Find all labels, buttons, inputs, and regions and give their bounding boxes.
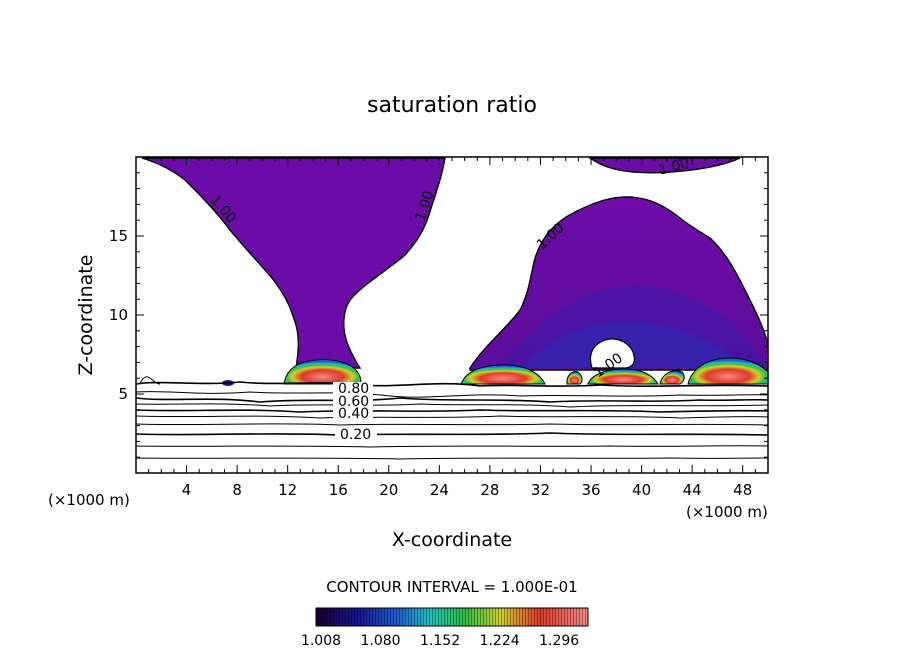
- core-left: [283, 359, 362, 385]
- cloud-hole: [589, 338, 635, 369]
- x-tick-label: 8: [232, 481, 242, 499]
- x-tick-label: 20: [379, 481, 398, 499]
- core-mid-2: [566, 371, 583, 385]
- x-unit-right: (×1000 m): [686, 503, 768, 521]
- colorbar-tick-label: 1.296: [539, 633, 579, 649]
- filled-contours: 0.80 0.60 0.40 0.20 1.00 1.00 1.00 1.00 …: [136, 157, 768, 460]
- y-tick-label: 10: [109, 306, 128, 324]
- x-unit-left: (×1000 m): [48, 491, 130, 509]
- x-tick-label: 24: [430, 481, 449, 499]
- contour-label-060: 0.60: [338, 394, 369, 410]
- right-cloud-inner2: [520, 322, 745, 368]
- contour-label-040: 0.40: [338, 406, 369, 422]
- core-mid-1: [460, 364, 546, 385]
- contour-label-020: 0.20: [340, 427, 371, 443]
- x-tick-label: 32: [531, 481, 550, 499]
- x-axis: 4 8 12 16 20 24 28 32 36 40 44 48: [148, 157, 756, 499]
- y-tick-label: 15: [109, 227, 128, 245]
- colorbar-bands: [316, 608, 588, 626]
- x-tick-label: 4: [182, 481, 192, 499]
- x-tick-label: 36: [581, 481, 600, 499]
- core-mid-4: [659, 370, 685, 385]
- x-tick-label: 12: [278, 481, 297, 499]
- x-tick-label: 44: [683, 481, 702, 499]
- x-tick-label: 28: [480, 481, 499, 499]
- colorbar-tick-label: 1.008: [301, 633, 341, 649]
- right-cloud-inner: [500, 285, 766, 368]
- top-right-cap-region: [587, 157, 741, 174]
- colorbar-tick-label: 1.080: [360, 633, 400, 649]
- left-plume-region: [141, 157, 446, 369]
- contour-label-080: 0.80: [338, 381, 369, 397]
- core-mid-3: [587, 368, 659, 385]
- core-right: [687, 357, 768, 385]
- colorbar-tick-label: 1.224: [480, 633, 520, 649]
- x-tick-label: 16: [329, 481, 348, 499]
- x-axis-label: X-coordinate: [392, 529, 512, 551]
- x-tick-label: 40: [632, 481, 651, 499]
- chart-title: saturation ratio: [367, 93, 537, 118]
- colorbar-tick-labels: 1.008 1.080 1.152 1.224 1.296: [301, 633, 579, 649]
- x-tick-label: 48: [733, 481, 752, 499]
- y-axis-label: Z-coordinate: [75, 255, 97, 376]
- y-axis: 5 10 15: [109, 172, 768, 458]
- colorbar-tick-label: 1.152: [420, 633, 460, 649]
- contour-interval-text: CONTOUR INTERVAL = 1.000E-01: [326, 578, 577, 596]
- y-tick-label: 5: [118, 385, 128, 403]
- isolines: [136, 376, 768, 460]
